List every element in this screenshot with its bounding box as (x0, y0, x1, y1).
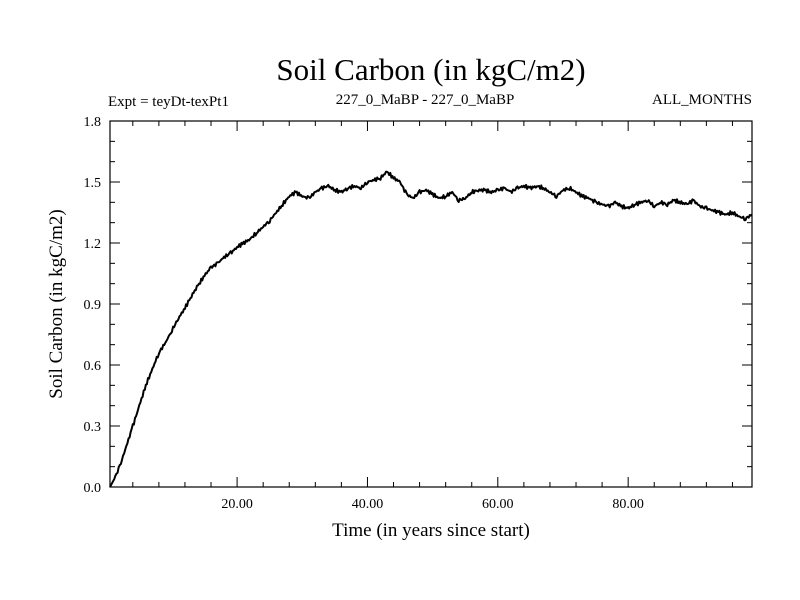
y-tick-label: 1.2 (84, 237, 102, 252)
y-tick-label: 0.3 (84, 420, 102, 435)
y-tick-label: 1.5 (84, 176, 102, 191)
plot-frame (109, 120, 753, 488)
y-axis-title: Soil Carbon (in kgC/m2) (46, 209, 67, 398)
y-tick-label: 0.6 (84, 359, 102, 374)
chart-title: Soil Carbon (in kgC/m2) (276, 52, 585, 87)
tick-labels: 20.00 40.00 60.00 80.00 0.0 0.3 0.6 0.9 1.2 1.5 1.… (84, 115, 644, 512)
x-tick-label: 20.00 (221, 497, 253, 512)
x-tick-label: 60.00 (482, 497, 514, 512)
y-tick-label: 1.8 (84, 115, 102, 130)
axis-ticks (110, 120, 752, 488)
subtitle-center: 227_0_MaBP - 227_0_MaBP (336, 92, 515, 108)
subtitle-right: ALL_MONTHS (652, 92, 752, 108)
x-tick-label: 40.00 (352, 497, 384, 512)
y-tick-label: 0.0 (84, 481, 102, 496)
series-line-soil-carbon (109, 170, 753, 488)
x-axis-title: Time (in years since start) (332, 520, 530, 541)
subtitle-left: Expt = teyDt-texPt1 (108, 94, 229, 110)
x-tick-label: 80.00 (612, 497, 644, 512)
y-tick-label: 0.9 (84, 298, 102, 313)
